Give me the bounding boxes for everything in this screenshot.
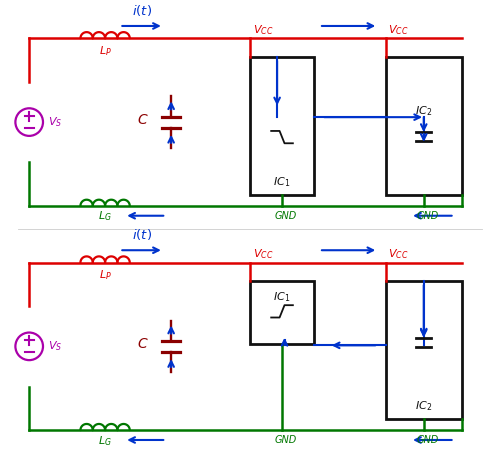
Text: $V_{CC}$: $V_{CC}$ — [388, 24, 409, 37]
Text: $L_P$: $L_P$ — [98, 268, 112, 282]
Bar — [250, 57, 314, 195]
Text: GND: GND — [275, 211, 297, 221]
Text: $L_G$: $L_G$ — [98, 210, 112, 223]
Text: $V_S$: $V_S$ — [48, 339, 62, 353]
Text: GND: GND — [275, 435, 297, 445]
Text: $IC_1$: $IC_1$ — [274, 175, 290, 189]
Text: GND: GND — [416, 435, 439, 445]
Text: GND: GND — [416, 211, 439, 221]
Text: $i(t)$: $i(t)$ — [132, 3, 152, 18]
Text: $IC_1$: $IC_1$ — [274, 290, 290, 304]
Bar — [386, 281, 462, 419]
Bar — [250, 281, 314, 344]
Text: $V_{CC}$: $V_{CC}$ — [253, 24, 274, 37]
Text: $IC_2$: $IC_2$ — [415, 104, 432, 118]
Bar — [386, 57, 462, 195]
Text: $V_{CC}$: $V_{CC}$ — [388, 248, 409, 261]
Text: $V_S$: $V_S$ — [48, 115, 62, 129]
Text: $i(t)$: $i(t)$ — [132, 227, 152, 242]
Text: $V_{CC}$: $V_{CC}$ — [253, 248, 274, 261]
Text: $IC_2$: $IC_2$ — [415, 400, 432, 414]
Text: $L_P$: $L_P$ — [98, 44, 112, 58]
Text: C: C — [138, 113, 147, 127]
Text: $L_G$: $L_G$ — [98, 434, 112, 448]
Text: C: C — [138, 337, 147, 351]
